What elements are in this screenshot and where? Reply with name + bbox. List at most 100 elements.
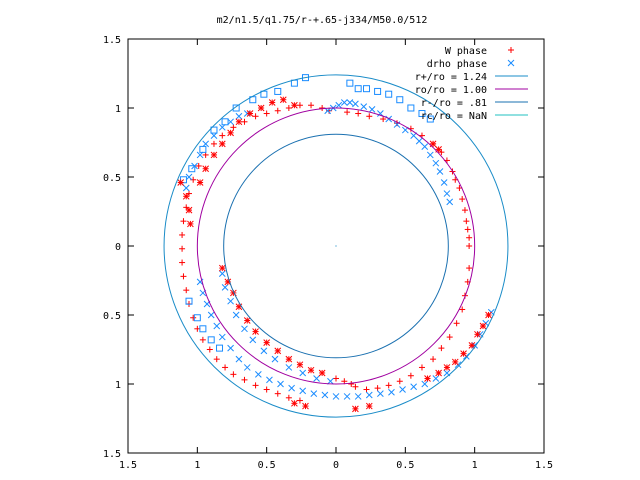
- data-point: [180, 273, 187, 280]
- data-point: [446, 334, 453, 341]
- data-point: [459, 196, 466, 203]
- data-point: [218, 123, 226, 131]
- radius-circle: [196, 107, 476, 385]
- radius-circle: [223, 133, 449, 359]
- data-point: [352, 100, 359, 108]
- data-point: [182, 184, 190, 192]
- x-tick-label: 1.5: [535, 460, 553, 471]
- series-1: [182, 99, 495, 400]
- data-point: [216, 344, 224, 352]
- data-point: [241, 325, 248, 333]
- data-point: [407, 372, 414, 379]
- data-point: [202, 140, 210, 148]
- x-tick-label: 0.5: [396, 460, 414, 471]
- data-point: [221, 118, 229, 126]
- data-point: [194, 325, 201, 332]
- data-point: [466, 243, 473, 249]
- data-point: [296, 361, 304, 369]
- data-point: [321, 391, 329, 399]
- data-point: [418, 364, 425, 371]
- data-point: [260, 347, 268, 355]
- data-point: [333, 375, 339, 382]
- series-3: [177, 96, 492, 413]
- data-point: [443, 364, 451, 371]
- data-point: [196, 179, 204, 186]
- data-point: [451, 358, 459, 366]
- data-point: [299, 387, 307, 395]
- data-point: [466, 265, 473, 272]
- data-point: [438, 345, 445, 352]
- data-point: [213, 322, 221, 330]
- data-point: [363, 386, 370, 393]
- series-0: [179, 102, 473, 404]
- data-point: [218, 333, 226, 341]
- data-point: [183, 287, 190, 294]
- data-point: [332, 393, 340, 400]
- data-point: [210, 132, 218, 139]
- data-point: [227, 297, 234, 305]
- data-point: [241, 376, 248, 383]
- data-point: [374, 385, 381, 392]
- data-point: [435, 369, 442, 377]
- data-point: [296, 102, 303, 109]
- data-point: [218, 270, 226, 277]
- y-tick-label: 0.5: [103, 311, 121, 322]
- data-point: [352, 405, 359, 413]
- data-point: [368, 106, 376, 113]
- data-point: [436, 168, 444, 175]
- data-point: [185, 206, 193, 214]
- data-point: [252, 328, 259, 335]
- data-point: [202, 165, 210, 173]
- data-point: [352, 383, 359, 390]
- data-point: [308, 102, 315, 109]
- data-point: [421, 143, 429, 150]
- data-point: [193, 314, 201, 322]
- data-point: [365, 391, 373, 399]
- data-point: [415, 137, 423, 145]
- data-point: [426, 151, 434, 159]
- data-point: [479, 322, 487, 330]
- data-point: [341, 378, 348, 385]
- data-point: [241, 118, 248, 125]
- data-point: [199, 145, 207, 153]
- data-point: [365, 402, 373, 410]
- data-point: [222, 364, 229, 371]
- data-point: [235, 355, 243, 363]
- legend: W phase drho phase r+/ro = 1.24 ro/ro = 1.0…: [415, 46, 528, 122]
- x-tick-label: 1.5: [119, 460, 137, 471]
- data-point: [210, 140, 217, 147]
- data-point: [179, 245, 186, 252]
- data-point: [243, 317, 251, 324]
- data-point: [346, 79, 354, 87]
- data-point: [274, 390, 281, 397]
- data-point: [210, 151, 218, 159]
- data-point: [213, 356, 220, 363]
- data-point: [218, 140, 226, 148]
- data-point: [235, 303, 243, 311]
- data-point: [285, 394, 292, 401]
- data-point: [374, 87, 382, 95]
- data-point: [207, 311, 215, 319]
- data-point: [190, 314, 197, 321]
- data-point: [335, 101, 343, 109]
- data-point: [385, 90, 393, 98]
- data-point: [219, 132, 226, 139]
- data-point: [407, 104, 415, 112]
- data-point: [474, 330, 481, 338]
- data-point: [385, 382, 392, 389]
- data-point: [235, 112, 243, 120]
- data-point: [232, 104, 240, 112]
- data-point: [182, 192, 190, 200]
- data-point: [461, 207, 468, 214]
- data-point: [246, 110, 254, 117]
- data-point: [232, 311, 240, 319]
- data-point: [421, 380, 429, 388]
- data-point: [291, 399, 298, 407]
- data-point: [343, 393, 351, 400]
- data-point: [230, 371, 237, 378]
- data-point: [355, 110, 362, 117]
- data-point: [274, 107, 281, 114]
- data-point: [227, 129, 234, 137]
- series-2: [179, 74, 434, 352]
- data-point: [313, 375, 320, 382]
